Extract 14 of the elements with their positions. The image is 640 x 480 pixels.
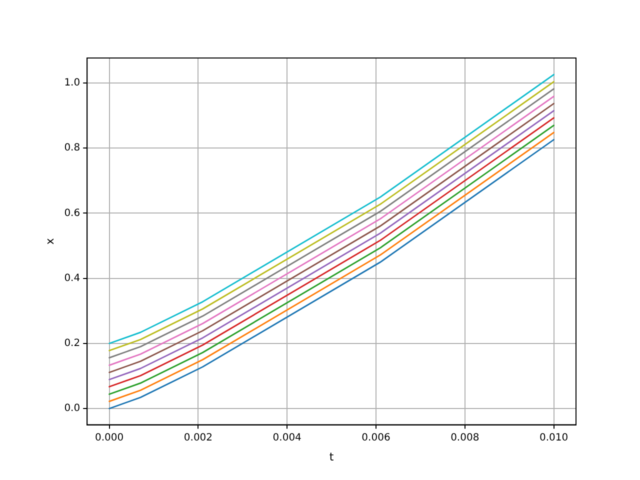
x-axis-title: t [329,450,334,464]
x-tick-label: 0.006 [362,432,390,444]
x-tick-label: 0.010 [539,432,568,444]
x-tick-label: 0.002 [184,432,213,444]
y-tick-label: 0.0 [64,403,80,414]
y-tick-label: 0.4 [64,272,80,284]
x-tick-label: 0.004 [272,432,302,444]
y-tick-label: 0.2 [64,338,80,350]
y-tick-label: 1.0 [64,78,80,89]
y-axis-title: x [43,238,56,245]
x-tick-label: 0.008 [450,432,480,444]
y-tick-label: 0.8 [64,142,80,154]
y-tick-label: 0.6 [64,208,80,219]
x-tick-label: 0.000 [95,432,124,444]
